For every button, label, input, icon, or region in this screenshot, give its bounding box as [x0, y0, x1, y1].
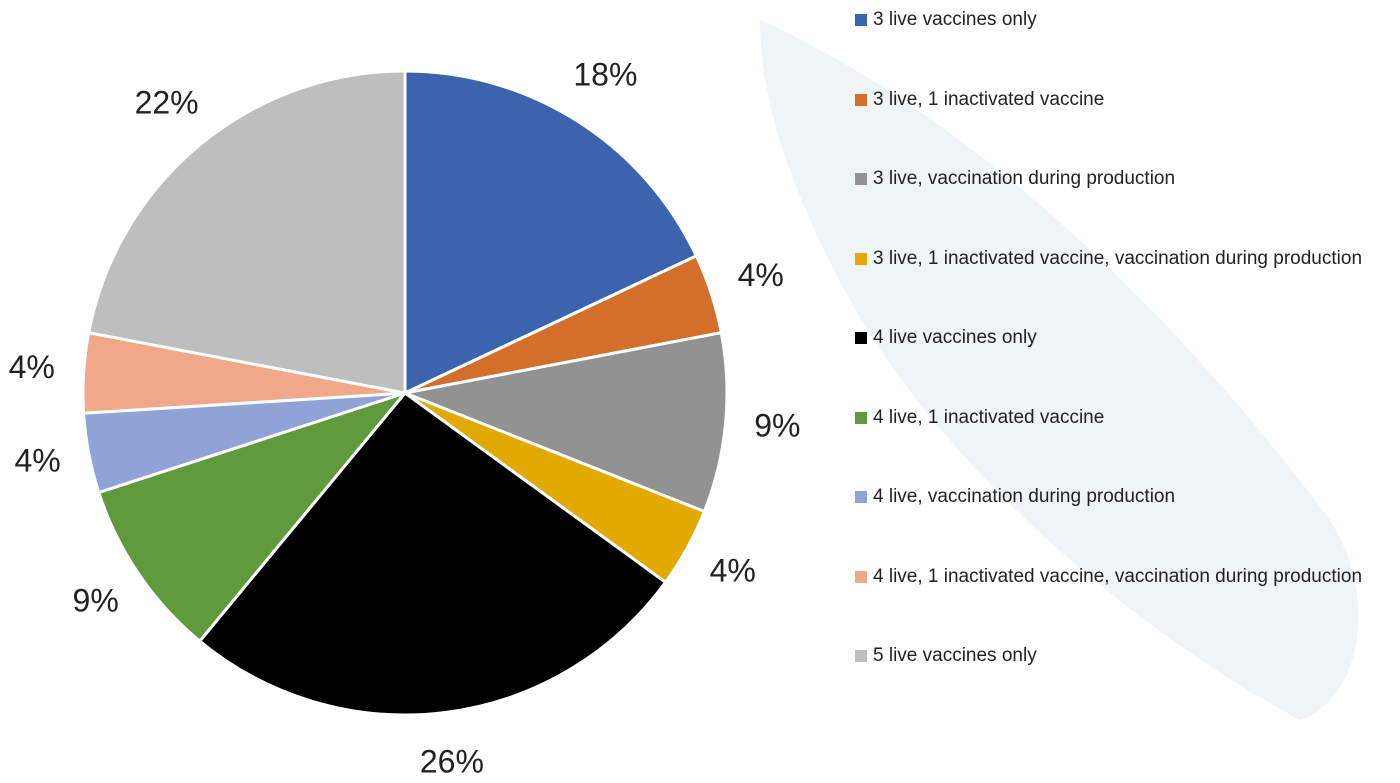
legend-swatch [855, 173, 867, 185]
legend-label: 5 live vaccines only [873, 645, 1037, 666]
legend-swatch [855, 14, 867, 26]
pie-slice [403, 69, 699, 396]
pie-slice [86, 69, 407, 395]
legend-label: 4 live, vaccination during production [873, 486, 1176, 507]
legend-item: 3 live, vaccination during production [855, 164, 1385, 194]
pie-slice [399, 330, 729, 514]
pie-slice [197, 390, 668, 717]
legend-swatch [855, 491, 867, 503]
legend-item: 3 live vaccines only [855, 5, 1385, 35]
legend-item: 4 live, 1 inactivated vaccine [855, 403, 1385, 433]
legend-label: 4 live, 1 inactivated vaccine [873, 406, 1105, 428]
background-feather [760, 20, 1359, 720]
legend-label: 3 live, 1 inactivated vaccine, vaccinati… [873, 247, 1363, 269]
legend-item: 4 live vaccines only [855, 323, 1385, 353]
legend-label: 3 live, 1 inactivated vaccine [873, 88, 1105, 110]
legend-swatch [855, 411, 867, 424]
data-label: 9% [754, 408, 800, 444]
data-label: 4% [710, 553, 756, 589]
legend-swatch [855, 650, 867, 662]
legend-swatch [855, 570, 867, 583]
data-label: 9% [73, 583, 119, 619]
legend-item: 4 live, 1 inactivated vaccine, vaccinati… [855, 562, 1385, 592]
legend-item: 4 live, vaccination during production [855, 482, 1385, 512]
data-label: 4% [9, 349, 55, 385]
legend-swatch [855, 332, 867, 344]
legend-swatch [855, 252, 867, 265]
legend-item: 5 live vaccines only [855, 641, 1385, 671]
pie-slice [96, 389, 410, 644]
legend-swatch [855, 93, 867, 106]
legend-label: 4 live, 1 inactivated vaccine, vaccinati… [873, 565, 1363, 587]
data-label: 4% [14, 443, 60, 479]
legend-label: 4 live vaccines only [873, 327, 1037, 348]
legend-item: 3 live, 1 inactivated vaccine, vaccinati… [855, 244, 1385, 274]
data-label: 18% [573, 57, 637, 93]
legend-label: 3 live, vaccination during production [873, 168, 1176, 189]
legend-label: 3 live vaccines only [873, 9, 1037, 30]
data-label: 26% [420, 744, 484, 780]
data-label: 4% [738, 257, 784, 293]
data-label: 22% [135, 84, 199, 120]
legend-item: 3 live, 1 inactivated vaccine [855, 85, 1385, 115]
